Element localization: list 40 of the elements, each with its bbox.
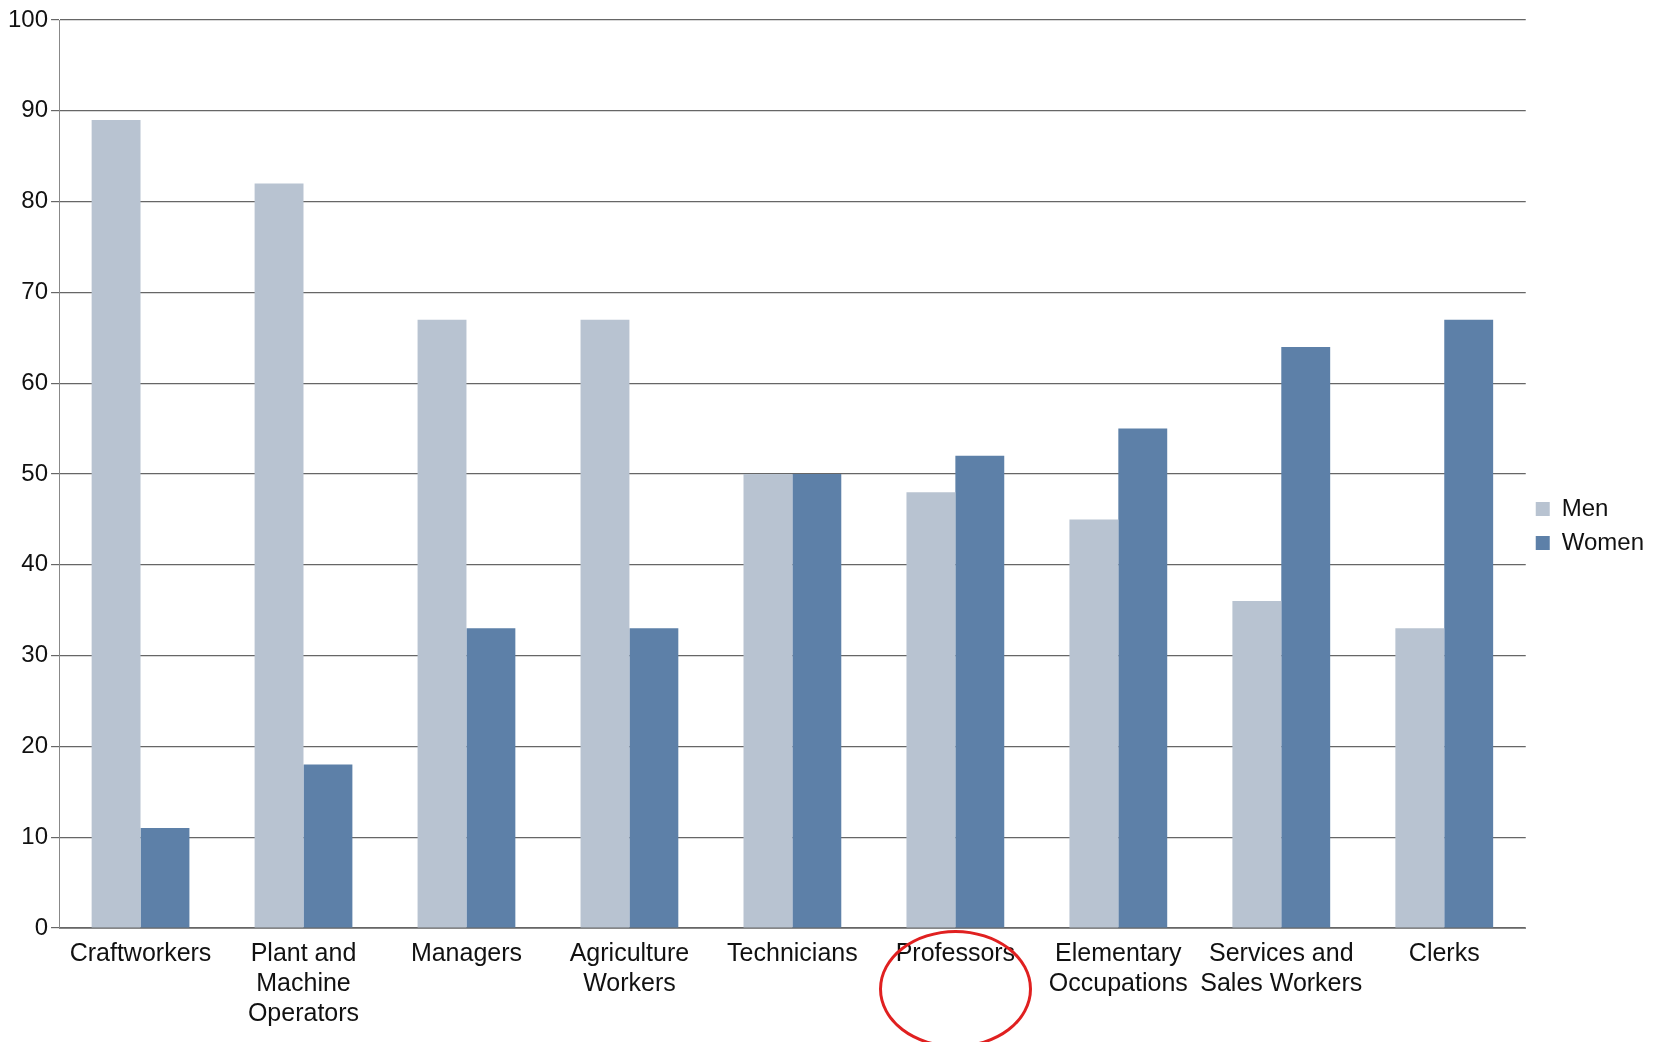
x-tick-label: Services and Sales Workers bbox=[1200, 937, 1363, 996]
bar bbox=[417, 319, 467, 928]
bar bbox=[1118, 428, 1168, 928]
x-tick-label: Agriculture Workers bbox=[569, 937, 690, 996]
bar bbox=[1281, 346, 1331, 928]
bar bbox=[140, 828, 190, 928]
bar bbox=[906, 492, 956, 928]
bar bbox=[466, 628, 516, 928]
x-tick-label: Clerks bbox=[1408, 937, 1480, 966]
y-tick-label: 70 bbox=[21, 277, 49, 305]
y-tick-label: 60 bbox=[21, 367, 49, 395]
x-tick-label: Plant and Machine Operators bbox=[247, 937, 360, 1026]
bar bbox=[792, 474, 842, 928]
y-tick-label: 80 bbox=[21, 186, 49, 214]
bar bbox=[629, 628, 679, 928]
x-tick-label: Technicians bbox=[727, 937, 858, 966]
y-tick-label: 100 bbox=[8, 4, 49, 32]
bar bbox=[580, 319, 630, 928]
legend-label: Men bbox=[1561, 493, 1609, 521]
bar bbox=[1395, 628, 1445, 928]
y-tick-label: 20 bbox=[21, 731, 49, 759]
x-tick-label: Elementary Occupations bbox=[1048, 937, 1188, 996]
y-tick-label: 40 bbox=[21, 549, 49, 577]
y-tick-label: 50 bbox=[21, 458, 49, 486]
legend-label: Women bbox=[1561, 527, 1645, 555]
bar bbox=[1232, 601, 1282, 928]
bar bbox=[1444, 319, 1494, 928]
bar bbox=[1069, 519, 1119, 928]
y-tick-label: 90 bbox=[21, 95, 49, 123]
bar bbox=[743, 474, 793, 928]
x-tick-label: Managers bbox=[410, 937, 523, 966]
bar bbox=[955, 455, 1005, 928]
bar bbox=[303, 764, 353, 928]
bar bbox=[91, 119, 141, 928]
bar bbox=[254, 183, 304, 928]
x-tick-label: Craftworkers bbox=[69, 937, 212, 966]
x-tick-label: Professors bbox=[895, 937, 1016, 966]
y-tick-label: 10 bbox=[21, 821, 49, 849]
y-tick-label: 30 bbox=[21, 640, 49, 668]
y-tick-label: 0 bbox=[34, 912, 49, 940]
